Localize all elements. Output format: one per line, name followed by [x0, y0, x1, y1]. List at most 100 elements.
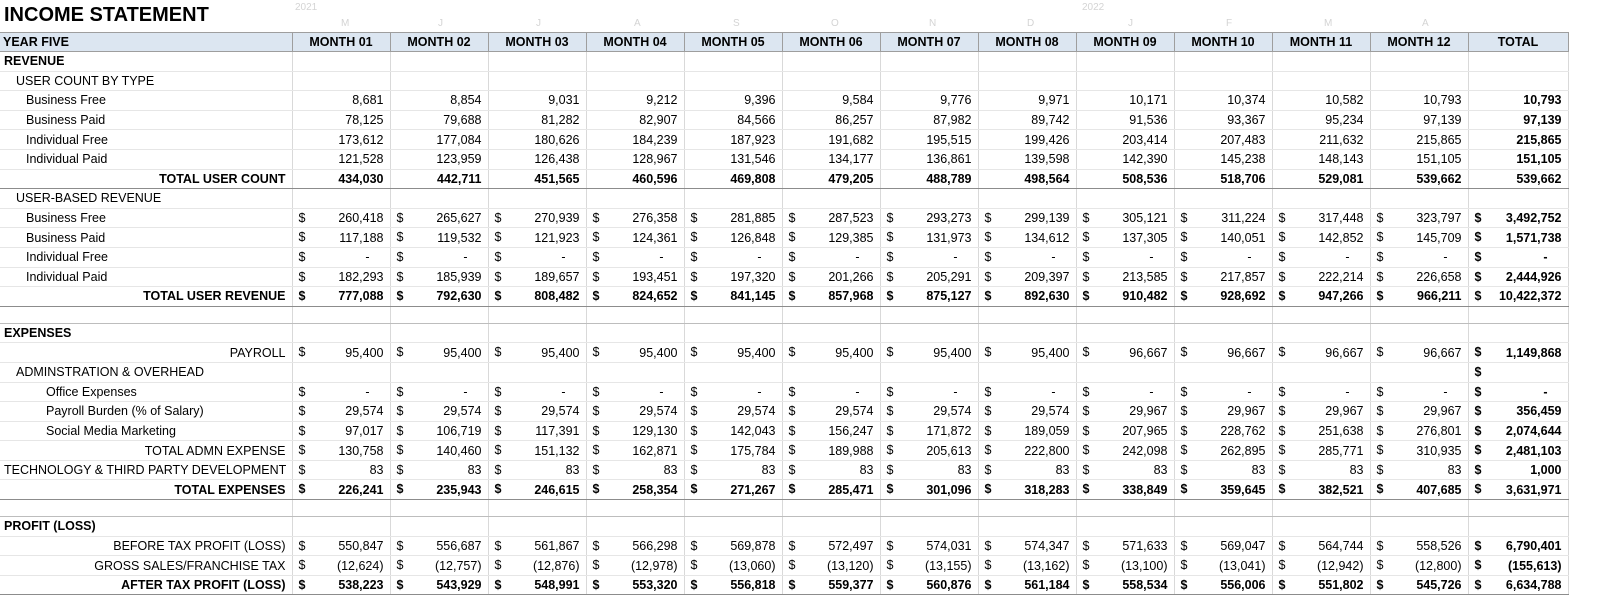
value-cell[interactable]	[1174, 499, 1273, 518]
value-cell[interactable]	[880, 323, 979, 344]
value-cell[interactable]	[1370, 516, 1469, 537]
row-label[interactable]: TECHNOLOGY & THIRD PARTY DEVELOPMENT	[0, 460, 293, 481]
value-cell[interactable]	[782, 362, 881, 383]
value-cell[interactable]: $96,667	[1370, 342, 1469, 363]
value-cell[interactable]	[684, 71, 783, 92]
row-label[interactable]: ADMINSTRATION & OVERHEAD	[0, 362, 293, 383]
value-cell[interactable]: $566,298	[586, 536, 685, 557]
value-cell[interactable]: $95,400	[978, 342, 1077, 363]
value-cell[interactable]: $197,320	[684, 267, 783, 288]
value-cell[interactable]: $ -	[1370, 247, 1469, 268]
value-cell[interactable]: $574,031	[880, 536, 979, 557]
value-cell[interactable]: $124,361	[586, 227, 685, 248]
header-month-1[interactable]: MONTH 01	[292, 32, 391, 52]
header-month-12[interactable]: MONTH 12	[1370, 32, 1469, 52]
value-cell[interactable]: $151,132	[488, 440, 587, 461]
value-cell[interactable]: 203,414	[1076, 129, 1175, 150]
value-cell[interactable]	[1076, 516, 1175, 537]
value-cell[interactable]: 451,565	[488, 168, 587, 190]
value-cell[interactable]	[684, 188, 783, 209]
value-cell[interactable]: $574,347	[978, 536, 1077, 557]
value-cell[interactable]	[390, 306, 489, 324]
value-cell[interactable]: $ (13,100)	[1076, 555, 1175, 576]
value-cell[interactable]: $ -	[1076, 382, 1175, 403]
value-cell[interactable]: $ -	[1174, 382, 1273, 403]
value-cell[interactable]	[586, 323, 685, 344]
value-cell[interactable]: 508,536	[1076, 168, 1175, 190]
value-cell[interactable]: $29,574	[390, 401, 489, 422]
value-cell[interactable]	[292, 51, 391, 72]
value-cell[interactable]: $226,241	[292, 479, 391, 501]
value-cell[interactable]: 81,282	[488, 110, 587, 131]
value-cell[interactable]: $ -	[1272, 382, 1371, 403]
value-cell[interactable]	[1076, 362, 1175, 383]
value-cell[interactable]: $318,283	[978, 479, 1077, 501]
value-cell[interactable]	[488, 516, 587, 537]
header-month-5[interactable]: MONTH 05	[684, 32, 783, 52]
value-cell[interactable]: $ -	[292, 247, 391, 268]
value-cell[interactable]	[1370, 306, 1469, 324]
value-cell[interactable]	[1272, 306, 1371, 324]
value-cell[interactable]: $142,043	[684, 421, 783, 442]
value-cell[interactable]: 84,566	[684, 110, 783, 131]
value-cell[interactable]	[880, 51, 979, 72]
value-cell[interactable]: $ -	[1076, 247, 1175, 268]
value-cell[interactable]: $106,719	[390, 421, 489, 442]
total-cell[interactable]: $10,422,372	[1468, 286, 1569, 307]
value-cell[interactable]	[978, 362, 1077, 383]
value-cell[interactable]	[782, 306, 881, 324]
value-cell[interactable]	[1076, 323, 1175, 344]
value-cell[interactable]	[292, 323, 391, 344]
row-label[interactable]: EXPENSES	[0, 323, 293, 344]
value-cell[interactable]	[1370, 51, 1469, 72]
total-cell[interactable]	[1468, 499, 1569, 518]
total-cell[interactable]	[1468, 188, 1569, 209]
row-label[interactable]: USER-BASED REVENUE	[0, 188, 293, 209]
value-cell[interactable]: $559,377	[782, 574, 881, 595]
value-cell[interactable]	[292, 499, 391, 518]
header-month-11[interactable]: MONTH 11	[1272, 32, 1371, 52]
value-cell[interactable]	[978, 306, 1077, 324]
value-cell[interactable]: $323,797	[1370, 208, 1469, 229]
value-cell[interactable]: $ -	[586, 382, 685, 403]
value-cell[interactable]	[1272, 188, 1371, 209]
value-cell[interactable]: $162,871	[586, 440, 685, 461]
row-label[interactable]	[0, 499, 293, 518]
row-label[interactable]: USER COUNT BY TYPE	[0, 71, 293, 92]
value-cell[interactable]: $265,627	[390, 208, 489, 229]
value-cell[interactable]: 10,582	[1272, 90, 1371, 111]
row-label[interactable]: PROFIT (LOSS)	[0, 516, 293, 537]
value-cell[interactable]	[782, 71, 881, 92]
value-cell[interactable]: $142,852	[1272, 227, 1371, 248]
total-cell[interactable]: $ -	[1468, 382, 1569, 403]
value-cell[interactable]: 148,143	[1272, 149, 1371, 170]
value-cell[interactable]: $556,006	[1174, 574, 1273, 595]
value-cell[interactable]: $287,523	[782, 208, 881, 229]
value-cell[interactable]: $140,460	[390, 440, 489, 461]
header-total[interactable]: TOTAL	[1468, 32, 1569, 52]
value-cell[interactable]: 518,706	[1174, 168, 1273, 190]
value-cell[interactable]: 126,438	[488, 149, 587, 170]
value-cell[interactable]	[880, 362, 979, 383]
value-cell[interactable]: $910,482	[1076, 286, 1175, 307]
value-cell[interactable]: 529,081	[1272, 168, 1371, 190]
value-cell[interactable]: $182,293	[292, 267, 391, 288]
value-cell[interactable]: $ (12,757)	[390, 555, 489, 576]
value-cell[interactable]: $ -	[978, 247, 1077, 268]
value-cell[interactable]: $857,968	[782, 286, 881, 307]
total-cell[interactable]	[1468, 306, 1569, 324]
value-cell[interactable]: $281,885	[684, 208, 783, 229]
value-cell[interactable]: $777,088	[292, 286, 391, 307]
value-cell[interactable]: $193,451	[586, 267, 685, 288]
value-cell[interactable]	[782, 323, 881, 344]
header-month-4[interactable]: MONTH 04	[586, 32, 685, 52]
value-cell[interactable]: 9,212	[586, 90, 685, 111]
total-cell[interactable]: $1,149,868	[1468, 342, 1569, 363]
row-label[interactable]: Business Paid	[0, 110, 293, 131]
value-cell[interactable]: $130,758	[292, 440, 391, 461]
value-cell[interactable]: $83	[1370, 460, 1469, 481]
value-cell[interactable]	[586, 306, 685, 324]
value-cell[interactable]: $ -	[880, 247, 979, 268]
value-cell[interactable]	[1076, 306, 1175, 324]
value-cell[interactable]: $966,211	[1370, 286, 1469, 307]
